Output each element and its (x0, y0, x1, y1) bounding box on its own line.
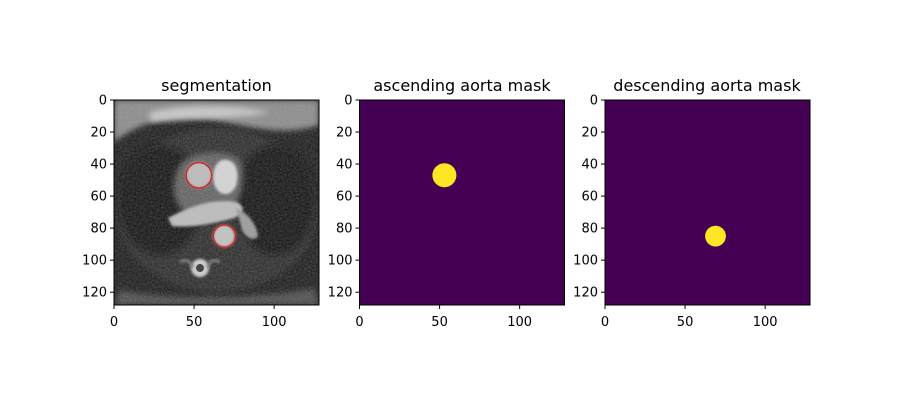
descending-mask-panel: descending aorta mask 0 50 100 0 20 40 60 80 100… (573, 76, 811, 331)
segmentation-ticks: 0 50 100 0 20 40 60 80 100 120 (82, 94, 286, 331)
segmentation-xtick-label-50: 50 (186, 315, 203, 330)
descending-aorta-contour (212, 224, 237, 249)
ascending-mask-xtick-label-50: 50 (431, 315, 448, 330)
descending-mask-ytick-label-80: 80 (581, 222, 598, 237)
descending-mask-ytick-label-60: 60 (581, 190, 598, 205)
segmentation-panel: segmentation (82, 76, 320, 331)
segmentation-xtick-label-100: 100 (262, 315, 287, 330)
segmentation-ytick-label-60: 60 (90, 190, 107, 205)
ascending-mask-ytick-label-80: 80 (336, 222, 353, 237)
descending-mask-title: descending aorta mask (613, 76, 801, 95)
ascending-mask-ticks: 0 50 100 0 20 40 60 80 100 120 (328, 94, 532, 331)
segmentation-ytick-label-20: 20 (90, 126, 107, 141)
segmentation-ytick-label-80: 80 (90, 222, 107, 237)
descending-mask-xtick-label-50: 50 (677, 315, 694, 330)
ascending-mask-ytick-label-40: 40 (336, 158, 353, 173)
descending-mask-ytick-label-0: 0 (590, 94, 598, 109)
segmentation-axes-frame (113, 99, 320, 306)
segmentation-title: segmentation (161, 76, 272, 95)
descending-mask-ytick-label-120: 120 (573, 286, 598, 301)
mri-image (114, 100, 319, 305)
segmentation-ytick-label-40: 40 (90, 158, 107, 173)
descending-mask-background (605, 100, 810, 305)
segmentation-ytick-label-0: 0 (99, 94, 107, 109)
segmentation-ytick-label-100: 100 (82, 254, 107, 269)
descending-mask-axes-frame (604, 99, 811, 306)
ascending-aorta-contour (185, 161, 213, 189)
ascending-mask-ytick-label-120: 120 (328, 286, 353, 301)
segmentation-xtick-label-0: 0 (110, 315, 118, 330)
ascending-mask-ytick-label-0: 0 (344, 94, 352, 109)
descending-mask-xtick-label-100: 100 (753, 315, 778, 330)
ascending-mask-axes-frame (359, 99, 565, 306)
ascending-mask-xtick-label-0: 0 (355, 315, 363, 330)
segmentation-ytick-label-120: 120 (82, 286, 107, 301)
descending-mask-ytick-label-40: 40 (581, 158, 598, 173)
ascending-mask-panel: ascending aorta mask 0 50 100 0 20 40 60 80 100 1… (328, 76, 565, 330)
descending-mask-ytick-label-20: 20 (581, 126, 598, 141)
descending-aorta-mask-blob (705, 225, 726, 247)
ascending-mask-background (359, 100, 565, 305)
descending-mask-xtick-label-0: 0 (601, 315, 609, 330)
descending-mask-ytick-label-100: 100 (573, 254, 598, 269)
descending-mask-ticks: 0 50 100 0 20 40 60 80 100 120 (573, 94, 777, 331)
ascending-mask-ytick-label-60: 60 (336, 190, 353, 205)
ascending-mask-ytick-label-100: 100 (328, 254, 353, 269)
ascending-aorta-mask-blob (432, 163, 457, 188)
ascending-mask-xtick-label-100: 100 (507, 315, 532, 330)
ascending-mask-title: ascending aorta mask (373, 76, 551, 95)
ascending-mask-ytick-label-20: 20 (336, 126, 353, 141)
